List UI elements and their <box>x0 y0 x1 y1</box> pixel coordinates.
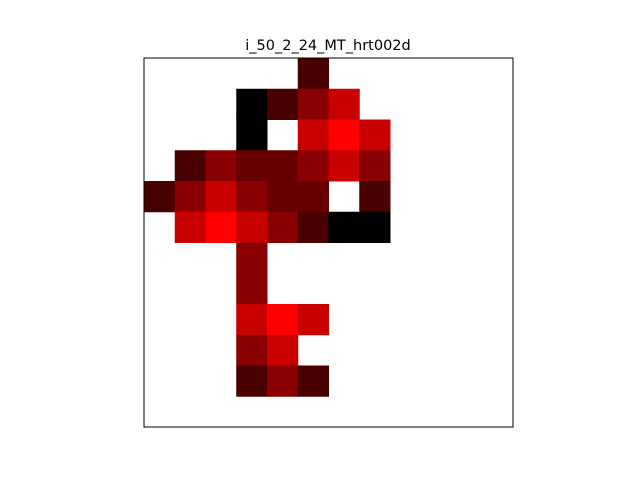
heatmap-cell-r3-c1 <box>174 150 206 182</box>
heatmap-cell-r6-c3 <box>236 242 268 274</box>
heatmap-cell-r1-c5 <box>297 88 329 120</box>
heatmap-cell-r3-c7 <box>359 150 391 182</box>
heatmap-cell-r2-c7 <box>359 119 391 151</box>
heatmap-cell-r5-c3 <box>236 211 268 243</box>
heatmap-cell-r4-c1 <box>174 181 206 213</box>
heatmap-cell-r5-c1 <box>174 211 206 243</box>
heatmap-cell-r4-c2 <box>205 181 237 213</box>
heatmap-cell-r8-c3 <box>236 304 268 336</box>
heatmap-cell-r4-c0 <box>144 181 176 213</box>
heatmap-cell-r4-c4 <box>267 181 299 213</box>
heatmap-cell-r7-c3 <box>236 273 268 305</box>
heatmap-cell-r1-c4 <box>267 88 299 120</box>
heatmap-cell-r2-c6 <box>328 119 360 151</box>
heatmap-cell-r5-c7 <box>359 211 391 243</box>
heatmap-cell-r9-c3 <box>236 334 268 366</box>
heatmap-cell-r3-c5 <box>297 150 329 182</box>
chart-title: i_50_2_24_MT_hrt002d <box>245 38 411 54</box>
heatmap-cell-r3-c6 <box>328 150 360 182</box>
heatmap-cells <box>144 58 391 397</box>
heatmap-cell-r3-c2 <box>205 150 237 182</box>
heatmap-cell-r5-c4 <box>267 211 299 243</box>
heatmap-cell-r2-c3 <box>236 119 268 151</box>
heatmap-cell-r4-c7 <box>359 181 391 213</box>
heatmap-cell-r2-c5 <box>297 119 329 151</box>
axes-frame <box>143 57 514 428</box>
heatmap-cell-r4-c5 <box>297 181 329 213</box>
heatmap-cell-r5-c2 <box>205 211 237 243</box>
heatmap-cell-r8-c5 <box>297 304 329 336</box>
heatmap-cell-r3-c3 <box>236 150 268 182</box>
heatmap-cell-r0-c5 <box>297 58 329 90</box>
heatmap-cell-r3-c4 <box>267 150 299 182</box>
heatmap-cell-r8-c4 <box>267 304 299 336</box>
heatmap-cell-r10-c3 <box>236 365 268 397</box>
heatmap-cell-r10-c4 <box>267 365 299 397</box>
heatmap-cell-r5-c5 <box>297 211 329 243</box>
heatmap-cell-r10-c5 <box>297 365 329 397</box>
heatmap-cell-r9-c4 <box>267 334 299 366</box>
heatmap-cell-r1-c6 <box>328 88 360 120</box>
heatmap-cell-r4-c3 <box>236 181 268 213</box>
heatmap-cell-r5-c6 <box>328 211 360 243</box>
heatmap-cell-r1-c3 <box>236 88 268 120</box>
